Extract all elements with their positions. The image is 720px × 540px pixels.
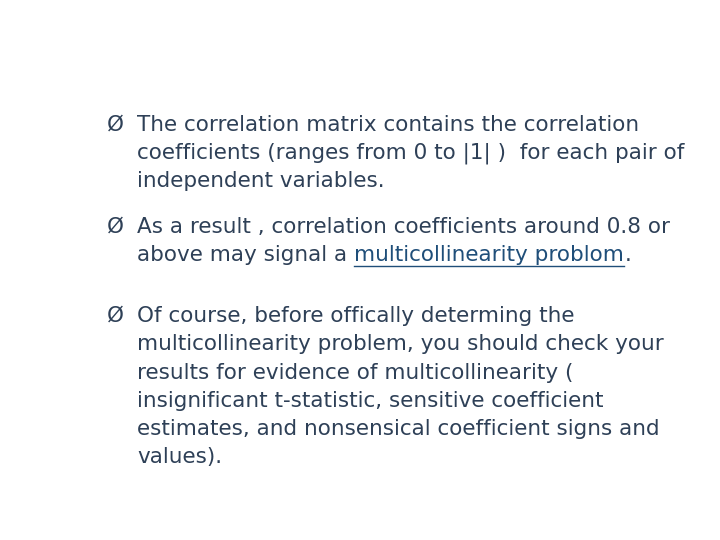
Text: coefficients (ranges from 0 to |1| )  for each pair of: coefficients (ranges from 0 to |1| ) for… — [138, 143, 685, 165]
Text: estimates, and nonsensical coefficient signs and: estimates, and nonsensical coefficient s… — [138, 419, 660, 439]
Text: insignificant t-statistic, sensitive coefficient: insignificant t-statistic, sensitive coe… — [138, 391, 604, 411]
Text: Ø: Ø — [107, 306, 124, 326]
Text: above may signal a: above may signal a — [138, 245, 354, 265]
Text: Ø: Ø — [107, 114, 124, 134]
Text: .: . — [624, 245, 631, 265]
Text: The correlation matrix contains the correlation: The correlation matrix contains the corr… — [138, 114, 639, 134]
Text: results for evidence of multicollinearity (: results for evidence of multicollinearit… — [138, 362, 574, 382]
Text: multicollinearity problom: multicollinearity problom — [354, 245, 624, 265]
Text: Of course, before offically determing the: Of course, before offically determing th… — [138, 306, 575, 326]
Text: multicollinearity problem, you should check your: multicollinearity problem, you should ch… — [138, 334, 664, 354]
Text: values).: values). — [138, 447, 222, 467]
Text: independent variables.: independent variables. — [138, 171, 385, 191]
Text: Ø: Ø — [107, 217, 124, 237]
Text: As a result , correlation coefficients around 0.8 or: As a result , correlation coefficients a… — [138, 217, 670, 237]
